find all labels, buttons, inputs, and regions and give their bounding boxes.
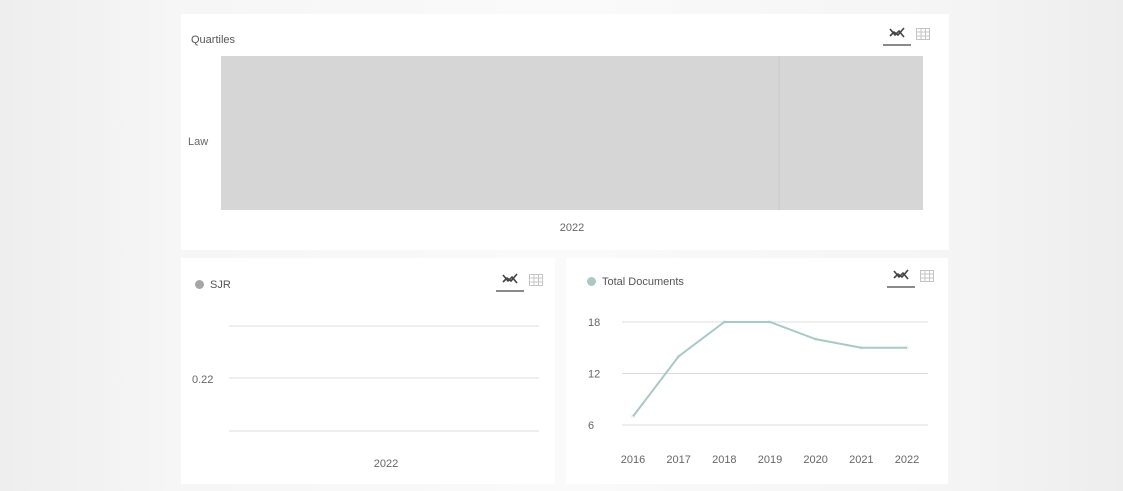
sjr-table-view-button[interactable] xyxy=(525,270,547,292)
quartiles-chart-view-button[interactable] xyxy=(882,24,912,46)
total-documents-data-point[interactable] xyxy=(630,413,636,419)
total-documents-data-point[interactable] xyxy=(721,319,727,325)
quartiles-view-toggle xyxy=(882,24,934,46)
total-documents-y-tick-label: 12 xyxy=(588,369,600,381)
total-documents-x-tick-label: 2020 xyxy=(803,454,827,466)
line-chart-icon xyxy=(889,27,905,38)
total-documents-x-tick-label: 2022 xyxy=(895,454,919,466)
quartile-cell[interactable] xyxy=(221,56,923,210)
total-documents-chart: 6 12 18 2016 2017 2018 2019 2020 2021 2022 xyxy=(588,317,928,466)
total-documents-data-point[interactable] xyxy=(676,353,682,359)
quartiles-panel: Quartiles Law 2022 xyxy=(181,14,949,250)
sjr-chart-view-button[interactable] xyxy=(495,270,525,292)
quartile-category-label: Law xyxy=(188,136,208,148)
quartiles-title: Quartiles xyxy=(191,34,236,46)
quartile-year-label: 2022 xyxy=(560,222,584,234)
sjr-view-toggle xyxy=(495,270,547,292)
total-documents-x-tick-label: 2019 xyxy=(758,454,782,466)
total-documents-data-point[interactable] xyxy=(813,336,819,342)
sjr-chart: 0.22 2022 xyxy=(192,325,539,470)
total-documents-legend: Total Documents xyxy=(587,276,684,288)
table-icon xyxy=(529,274,543,286)
total-documents-data-point[interactable] xyxy=(767,319,773,325)
sjr-legend: SJR xyxy=(195,279,231,291)
total-documents-table-view-button[interactable] xyxy=(916,266,938,288)
total-documents-x-tick-label: 2021 xyxy=(849,454,873,466)
total-documents-chart-view-button[interactable] xyxy=(886,266,916,288)
table-icon xyxy=(916,28,930,40)
quartiles-table-view-button[interactable] xyxy=(912,24,934,46)
total-documents-data-point[interactable] xyxy=(858,345,864,351)
total-documents-x-tick-label: 2016 xyxy=(621,454,645,466)
total-documents-panel: Total Documents 6 12 18 2016 2017 2018 2019 202… xyxy=(566,258,948,484)
sjr-legend-dot xyxy=(195,280,204,289)
sjr-x-tick-label: 2022 xyxy=(374,458,398,470)
table-icon xyxy=(920,270,934,282)
sjr-title: SJR xyxy=(210,279,231,291)
total-documents-x-tick-label: 2018 xyxy=(712,454,736,466)
line-chart-icon xyxy=(502,273,518,284)
total-documents-legend-dot xyxy=(587,277,596,286)
total-documents-x-tick-label: 2017 xyxy=(666,454,690,466)
total-documents-y-tick-label: 6 xyxy=(588,420,594,432)
total-documents-title: Total Documents xyxy=(602,276,684,288)
line-chart-icon xyxy=(893,269,909,280)
total-documents-series-line xyxy=(632,321,907,418)
total-documents-view-toggle xyxy=(886,266,938,288)
sjr-panel: SJR 0.22 2022 xyxy=(181,258,555,484)
total-documents-data-point[interactable] xyxy=(904,345,910,351)
sjr-y-tick-label: 0.22 xyxy=(192,374,213,386)
quartiles-chart: Law 2022 xyxy=(188,56,923,234)
total-documents-y-tick-label: 18 xyxy=(588,317,600,329)
